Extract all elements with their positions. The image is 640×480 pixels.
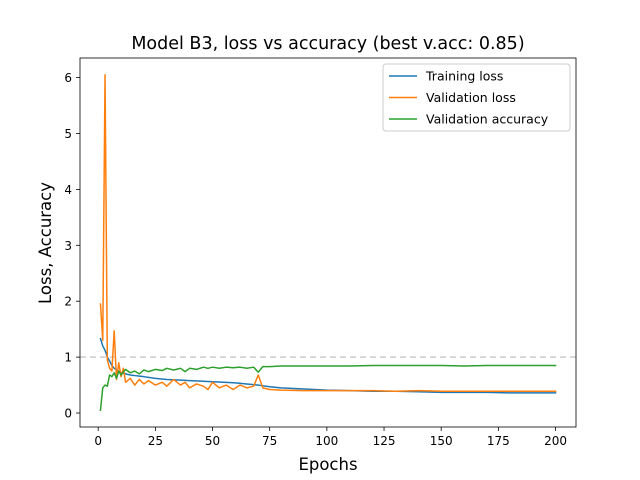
- y-tick-label: 1: [64, 351, 72, 365]
- y-axis: 0 1 2 3 4 5 6: [64, 71, 80, 421]
- x-tick-label: 25: [148, 434, 163, 448]
- x-tick-label: 150: [430, 434, 453, 448]
- y-tick-label: 0: [64, 407, 72, 421]
- x-tick-label: 200: [544, 434, 567, 448]
- y-tick-label: 6: [64, 71, 72, 85]
- series-line-3: [99, 364, 557, 412]
- x-tick-label: 175: [487, 434, 510, 448]
- x-tick-label: 125: [373, 434, 396, 448]
- plot-area: [79, 57, 577, 428]
- legend: Training loss Validation loss Validation a…: [382, 63, 571, 132]
- y-tick-label: 3: [64, 239, 72, 253]
- series-line-2: [99, 74, 557, 392]
- legend-box: [382, 63, 571, 132]
- chart-title: Model B3, loss vs accuracy (best v.acc: …: [131, 34, 524, 54]
- y-tick-label: 2: [64, 295, 72, 309]
- y-tick-label: 5: [64, 127, 72, 141]
- legend-label: Validation accuracy: [426, 112, 549, 127]
- plot-frame: [79, 57, 577, 428]
- x-tick-label: 75: [262, 434, 277, 448]
- legend-label: Validation loss: [426, 90, 516, 105]
- x-tick-label: 100: [315, 434, 338, 448]
- x-tick-label: 0: [94, 434, 102, 448]
- y-axis-label: Loss, Accuracy: [36, 182, 55, 304]
- y-tick-label: 4: [64, 183, 72, 197]
- x-axis: 0 25 50 75 100 125 150 175 200: [94, 427, 567, 448]
- legend-label: Training loss: [425, 69, 503, 84]
- x-tick-label: 50: [205, 434, 220, 448]
- x-axis-label: Epochs: [298, 455, 357, 474]
